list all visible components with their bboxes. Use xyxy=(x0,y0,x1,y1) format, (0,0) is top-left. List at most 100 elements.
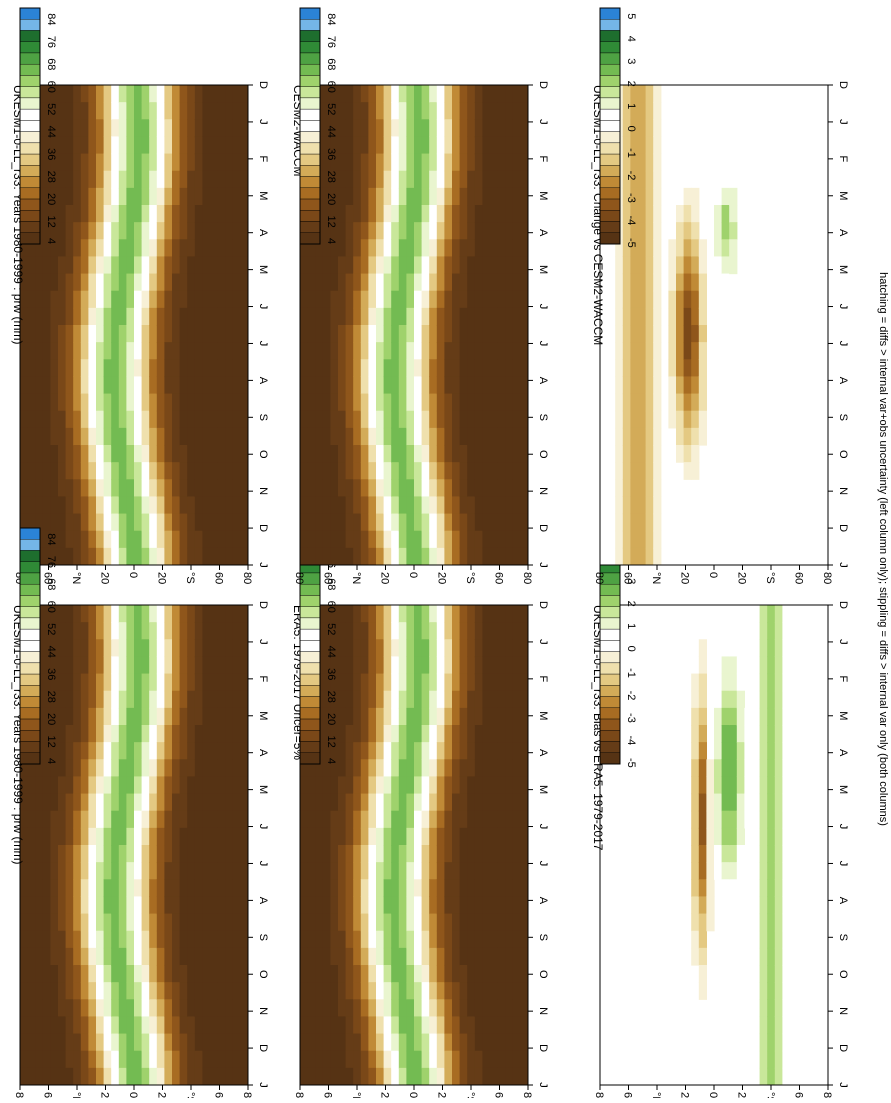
heatmap-cell xyxy=(134,605,143,623)
colorbar-swatch xyxy=(19,685,41,697)
heatmap-cell xyxy=(134,707,143,726)
heatmap-cell xyxy=(88,462,97,480)
heatmap-cell xyxy=(653,102,662,120)
colorbar-swatch xyxy=(299,30,321,42)
heatmap-cell xyxy=(759,639,768,658)
heatmap-cell xyxy=(414,862,423,880)
heatmap-cell xyxy=(505,999,514,1018)
heatmap-cell xyxy=(406,673,415,692)
heatmap-cell xyxy=(398,427,407,446)
heatmap-cell xyxy=(118,530,127,549)
heatmap-cell xyxy=(217,187,226,206)
heatmap-cell xyxy=(691,810,700,829)
heatmap-cell xyxy=(111,239,120,258)
heatmap-cell xyxy=(134,496,143,515)
heatmap-cell xyxy=(307,359,316,378)
heatmap-cell xyxy=(736,673,745,692)
heatmap-cell xyxy=(782,1016,791,1035)
x-tick-label: S xyxy=(537,934,549,941)
heatmap-cell xyxy=(630,102,639,120)
heatmap-cell xyxy=(141,896,150,915)
heatmap-cell xyxy=(202,427,211,446)
heatmap-cell xyxy=(505,513,514,532)
heatmap-cell xyxy=(406,153,415,172)
heatmap-cell xyxy=(391,153,400,172)
heatmap-cell xyxy=(512,496,521,515)
heatmap-cell xyxy=(210,307,219,326)
heatmap-cell xyxy=(217,205,226,223)
heatmap-cell xyxy=(676,445,685,463)
heatmap-cell xyxy=(149,810,158,829)
heatmap-cell xyxy=(50,239,59,258)
heatmap-cell xyxy=(96,673,105,692)
heatmap-cell xyxy=(360,930,369,949)
heatmap-cell xyxy=(194,136,203,155)
heatmap-cell xyxy=(653,205,662,223)
heatmap-cell xyxy=(225,222,234,240)
heatmap-cell xyxy=(232,622,241,640)
heatmap-cell xyxy=(436,896,445,915)
heatmap-cell xyxy=(65,359,74,378)
heatmap-cell xyxy=(391,325,400,343)
heatmap-cell xyxy=(391,742,400,760)
heatmap-cell xyxy=(300,810,309,829)
heatmap-cell xyxy=(474,690,483,709)
heatmap-cell xyxy=(452,427,461,446)
heatmap-cell xyxy=(194,845,203,863)
heatmap-cell xyxy=(80,930,89,949)
heatmap-cell xyxy=(50,513,59,532)
heatmap-cell xyxy=(467,896,476,915)
heatmap-cell xyxy=(194,862,203,880)
heatmap-cell xyxy=(202,810,211,829)
colorbar-label: 60 xyxy=(45,601,57,613)
heatmap-cell xyxy=(638,496,647,515)
heatmap-cell xyxy=(42,1016,51,1035)
heatmap-cell xyxy=(767,862,776,880)
heatmap-cell xyxy=(467,656,476,675)
heatmap-cell xyxy=(307,845,316,863)
heatmap-cell xyxy=(505,707,514,726)
heatmap-cell xyxy=(767,982,776,1000)
heatmap-cell xyxy=(421,742,430,760)
heatmap-cell xyxy=(467,376,476,395)
colorbar-swatch xyxy=(599,52,621,65)
heatmap-cell xyxy=(134,999,143,1018)
heatmap-cell xyxy=(512,947,521,966)
heatmap-cell xyxy=(307,342,316,360)
heatmap-cell xyxy=(452,325,461,343)
heatmap-cell xyxy=(490,427,499,446)
heatmap-cell xyxy=(512,513,521,532)
colorbar-swatch xyxy=(599,142,621,155)
heatmap-cell xyxy=(721,742,730,760)
heatmap-cell xyxy=(118,759,127,778)
heatmap-cell xyxy=(42,119,51,138)
heatmap-cell xyxy=(391,85,400,103)
heatmap-cell xyxy=(103,187,112,206)
heatmap-cell xyxy=(134,479,143,498)
heatmap-cell xyxy=(225,1033,234,1052)
heatmap-cell xyxy=(330,136,339,155)
colorbar-swatch xyxy=(19,131,41,144)
heatmap-cell xyxy=(27,256,36,275)
colorbar-swatch xyxy=(19,628,41,641)
heatmap-cell xyxy=(736,690,745,709)
heatmap-cell xyxy=(179,639,188,658)
heatmap-cell xyxy=(505,342,514,360)
heatmap-cell xyxy=(330,639,339,658)
heatmap-cell xyxy=(622,462,631,480)
heatmap-cell xyxy=(194,153,203,172)
heatmap-cell xyxy=(360,827,369,846)
heatmap-cell xyxy=(436,222,445,240)
heatmap-cell xyxy=(520,656,528,675)
colorbar-swatch xyxy=(299,19,321,31)
x-tick-label: F xyxy=(837,675,849,682)
heatmap-cell xyxy=(421,530,430,549)
heatmap-cell xyxy=(88,205,97,223)
heatmap-cell xyxy=(482,462,491,480)
heatmap-cell xyxy=(490,656,499,675)
heatmap-cell xyxy=(80,376,89,395)
heatmap-cell xyxy=(729,239,738,258)
heatmap-cell xyxy=(240,913,248,932)
heatmap-cell xyxy=(210,776,219,795)
heatmap-cell xyxy=(459,222,468,240)
